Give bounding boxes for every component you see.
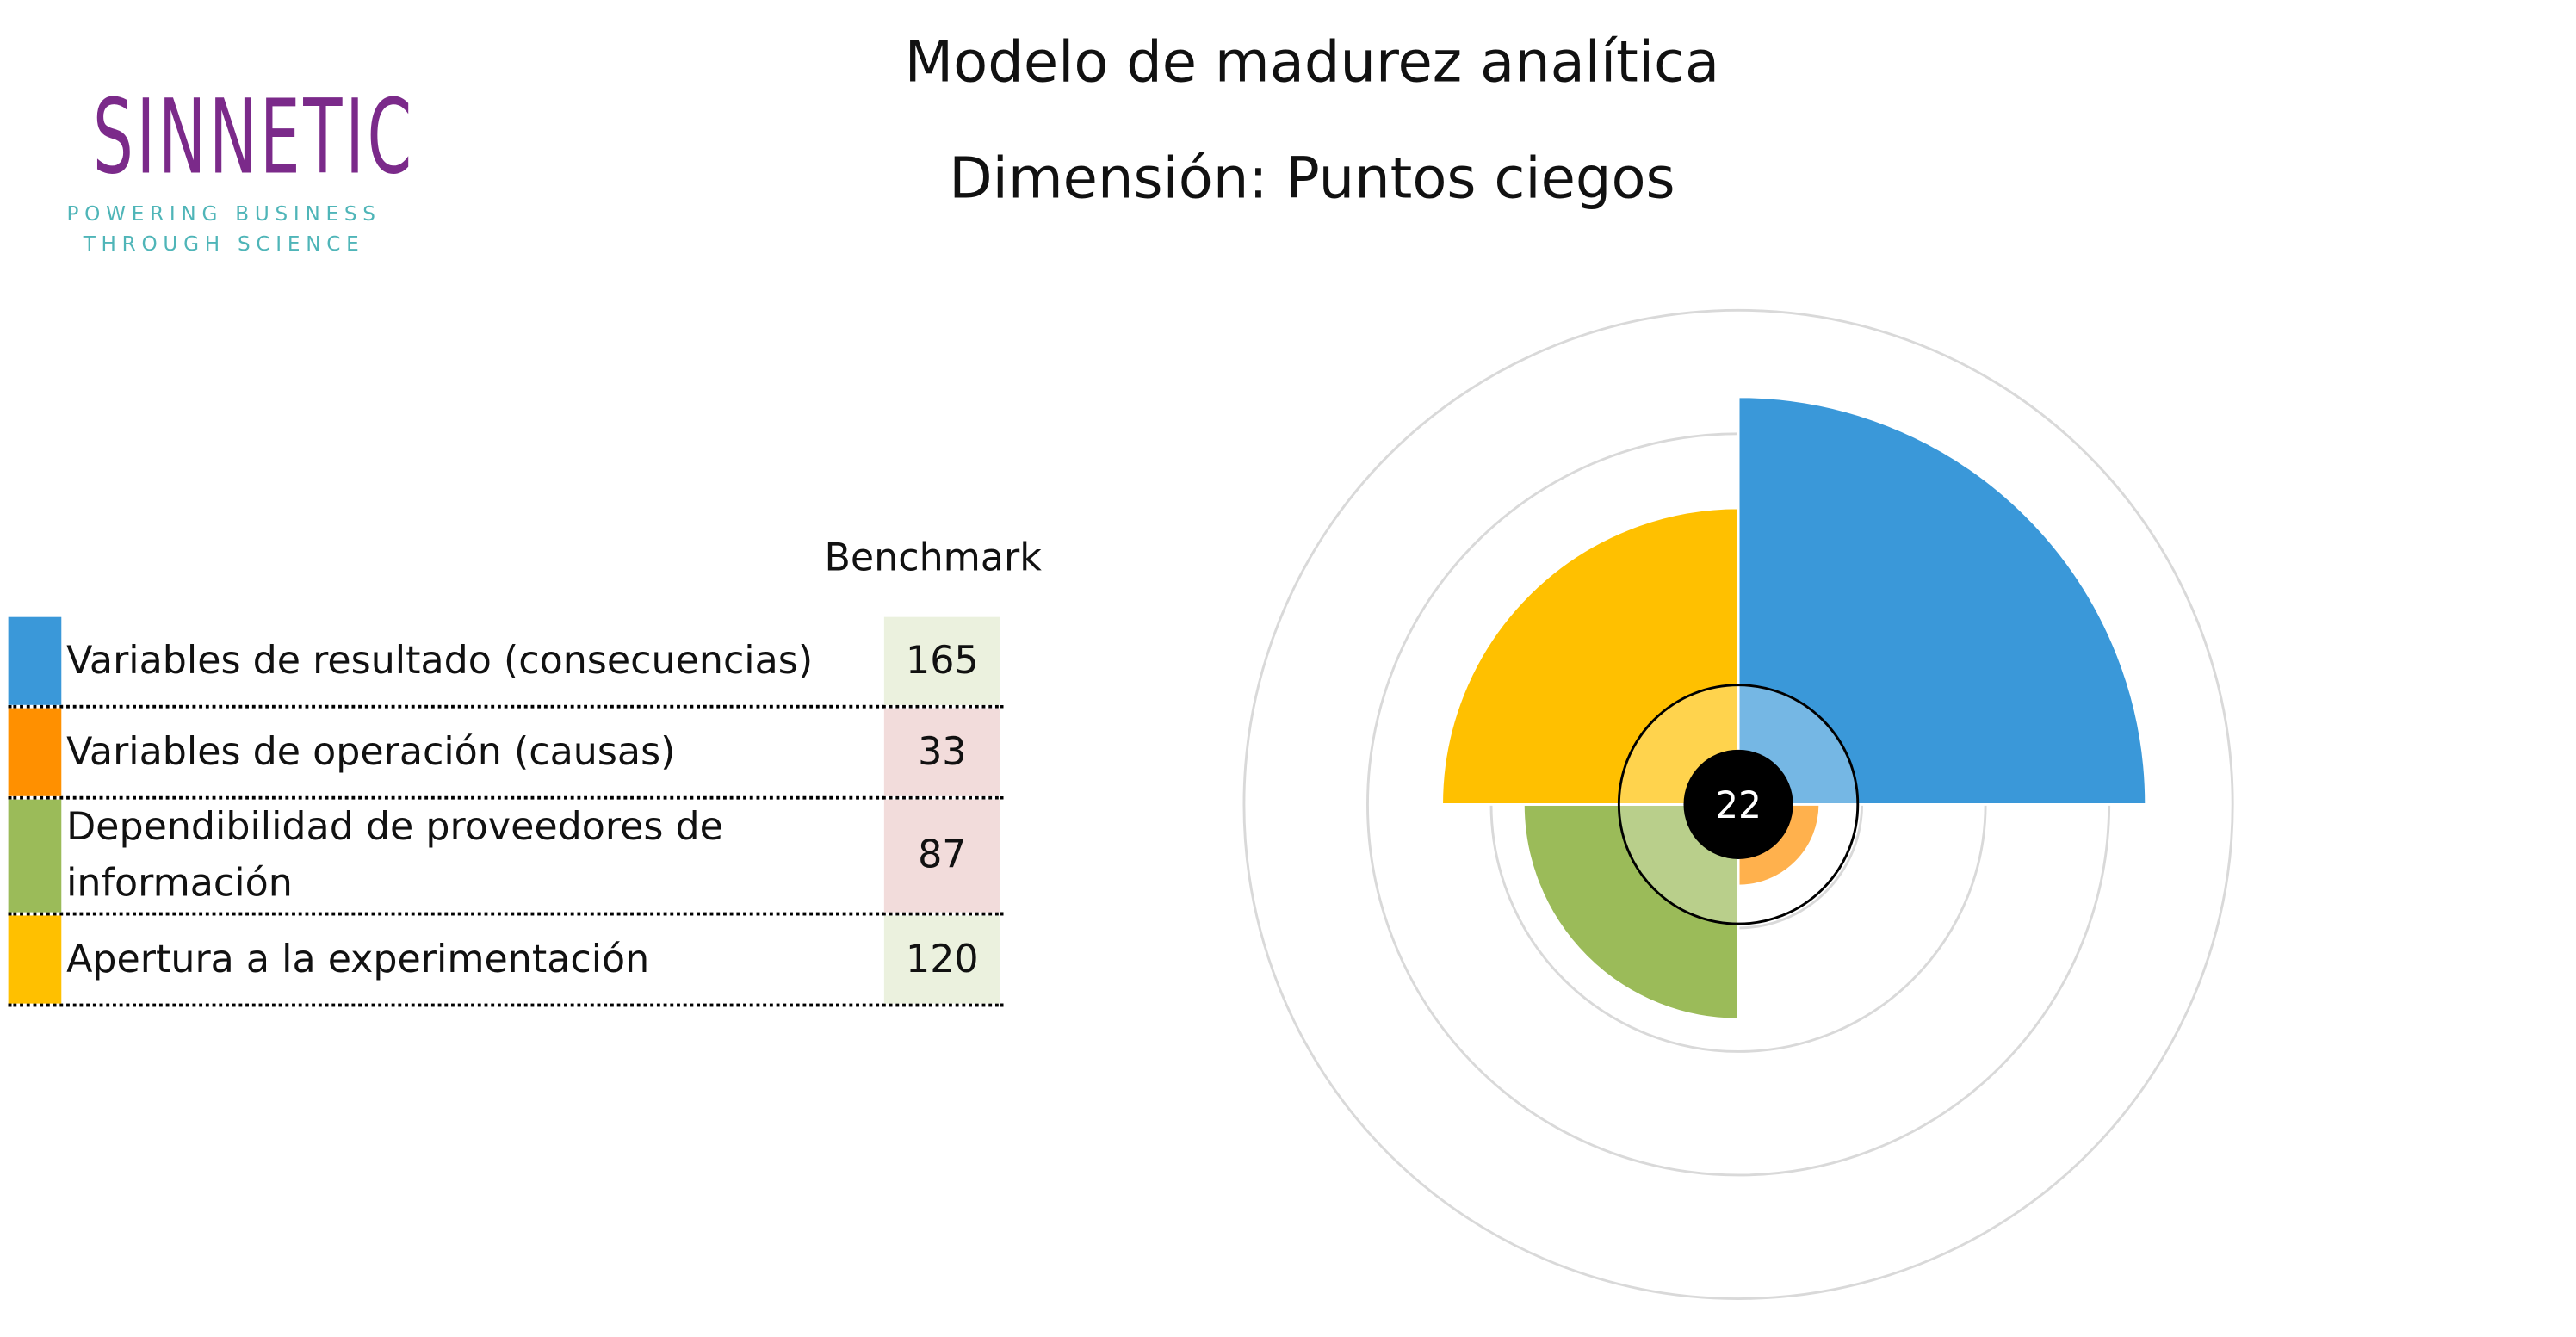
legend-label: Dependibilidad de proveedores de informa…: [66, 806, 723, 906]
table-row: Variables de resultado (consecuencias) 16…: [8, 616, 1004, 709]
benchmark-value: 33: [883, 708, 1000, 796]
tagline-line: THROUGH SCIENCE: [83, 232, 365, 256]
chart-title: Modelo de madurez analítica: [904, 29, 1720, 96]
table-row: Apertura a la experimentación 120: [8, 915, 1004, 1007]
legend-swatch: [8, 616, 62, 705]
legend-swatch: [8, 915, 62, 1004]
legend-label: Apertura a la experimentación: [66, 938, 650, 982]
polar-slice: [1440, 506, 1740, 806]
table-row: Dependibilidad de proveedores de informa…: [8, 799, 1004, 916]
legend-label: Variables de operación (causas): [66, 731, 676, 775]
center-label: 22: [1715, 784, 1762, 826]
polar-slice: [1521, 802, 1740, 1021]
legend-label: Variables de resultado (consecuencias): [66, 640, 814, 684]
benchmark-value: 120: [883, 915, 1000, 1004]
logo-tagline: POWERING BUSINESS THROUGH SCIENCE: [66, 199, 381, 258]
benchmark-value: 87: [883, 799, 1000, 913]
center-disc: [1683, 749, 1793, 859]
table-header: Benchmark: [824, 537, 1042, 581]
table-row: Variables de operación (causas) 33: [8, 708, 1004, 800]
chart-subtitle: Dimensión: Puntos ciegos: [949, 145, 1675, 213]
tagline-line: POWERING BUSINESS: [66, 202, 381, 226]
benchmark-value: 165: [883, 616, 1000, 705]
polar-slice: [1737, 395, 2148, 806]
legend-swatch: [8, 708, 62, 796]
legend-swatch: [8, 799, 62, 913]
grid-ring: [1242, 308, 2234, 1300]
